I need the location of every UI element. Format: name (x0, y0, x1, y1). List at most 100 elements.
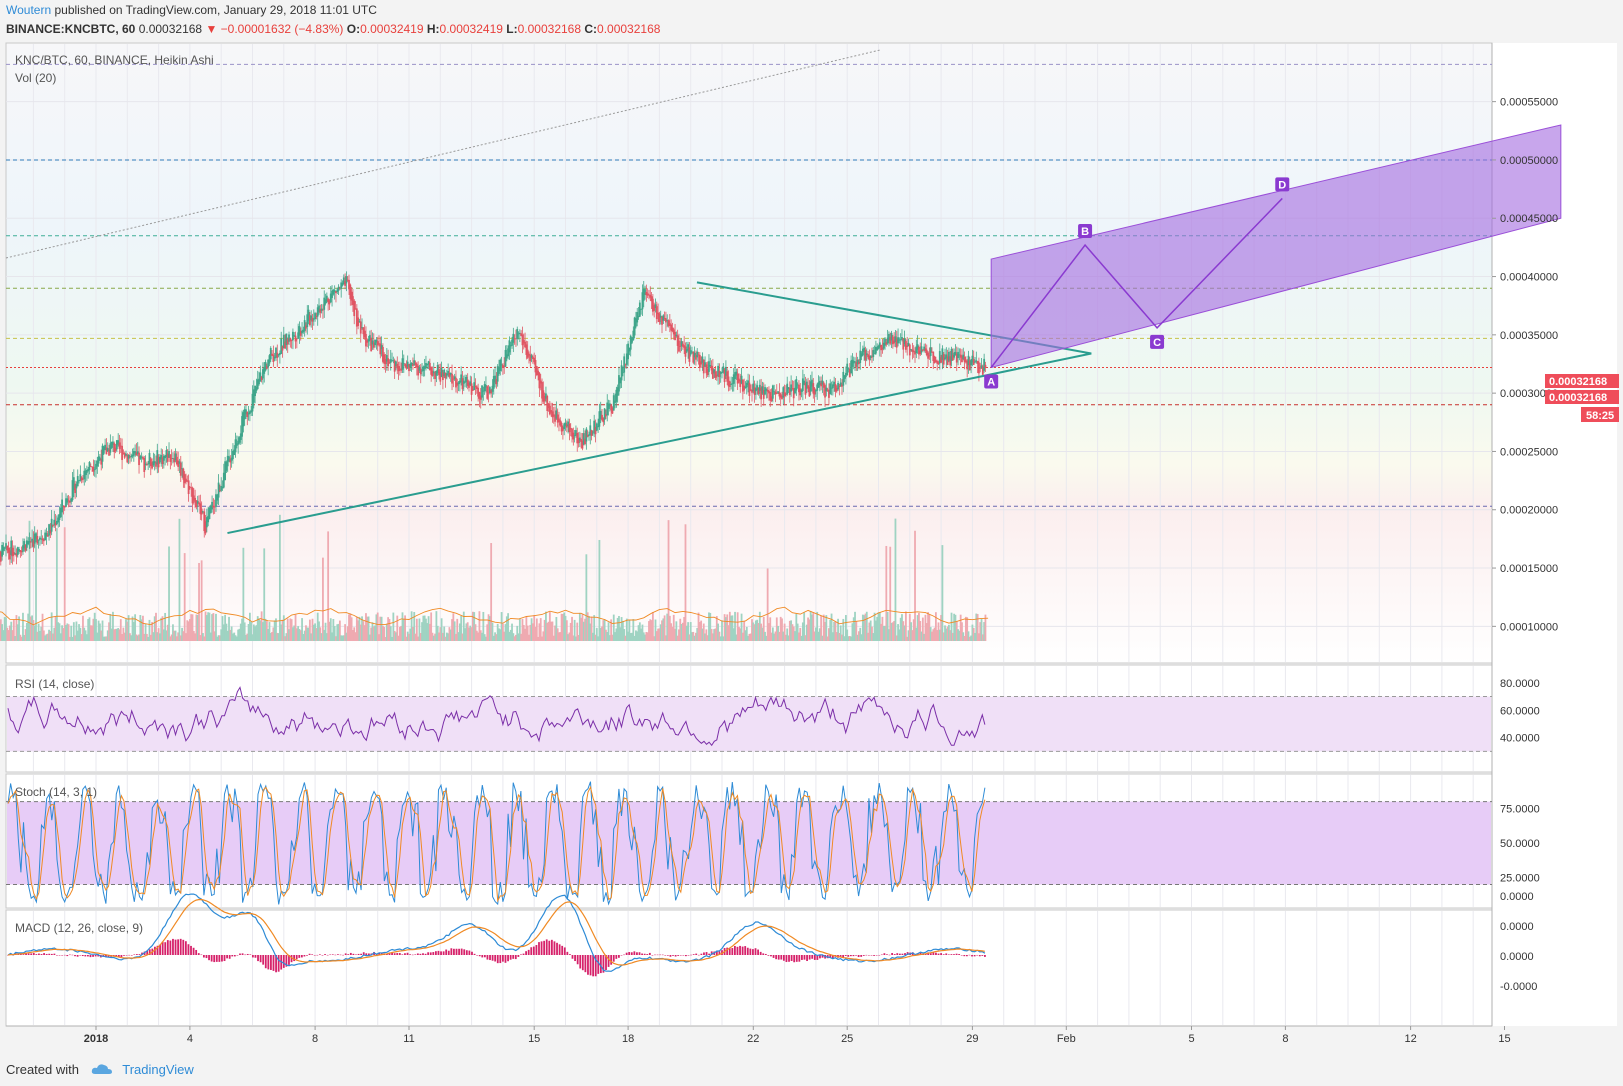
macd-histogram-bar (607, 955, 610, 967)
volume-bar (375, 614, 378, 641)
volume-bar (517, 633, 520, 641)
volume-bar (456, 618, 459, 641)
candle-body (951, 354, 954, 361)
volume-bar (525, 616, 528, 641)
macd-histogram-bar (38, 953, 40, 955)
volume-bar (365, 613, 367, 641)
candle-body (834, 384, 837, 392)
volume-bar (255, 625, 258, 641)
volume-bar (418, 618, 421, 641)
macd-histogram-bar (244, 954, 247, 956)
candle-body (507, 348, 510, 357)
volume-bar (160, 617, 163, 641)
volume-bar (731, 615, 734, 641)
volume-bar (174, 630, 177, 641)
candle-body (50, 518, 53, 532)
candle-body (24, 544, 27, 551)
candle-body (515, 338, 517, 340)
macd-histogram-bar (295, 955, 298, 960)
volume-bar (872, 633, 875, 641)
candle-body (706, 368, 709, 375)
macd-histogram-bar (950, 954, 953, 955)
candle-body (391, 360, 393, 362)
volume-bar (500, 612, 503, 641)
candle-body (308, 315, 311, 326)
volume-bar (959, 614, 962, 641)
volume-bar (533, 615, 536, 641)
volume-bar (546, 622, 549, 641)
volume-bar (367, 616, 370, 641)
candle-body (674, 331, 676, 341)
candle-body (151, 462, 153, 469)
macd-histogram-bar (888, 954, 891, 956)
candle-body (250, 410, 253, 413)
volume-bar (821, 635, 824, 641)
volume-bar (413, 611, 416, 641)
candle-body (631, 337, 633, 343)
candle-body (701, 356, 704, 363)
author-link[interactable]: Woutern (6, 3, 52, 17)
macd-histogram-bar (362, 952, 365, 955)
volume-bar (65, 624, 67, 641)
volume-bar (756, 619, 759, 641)
candle-body (189, 487, 191, 489)
volume-bar (127, 615, 130, 641)
volume-bar (393, 630, 396, 641)
candle-body (825, 387, 828, 392)
volume-bar (954, 614, 957, 641)
volume-bar (906, 636, 909, 641)
volume-bar (650, 620, 653, 641)
volume-bar (132, 622, 135, 641)
volume-bar (389, 626, 392, 641)
pattern-label: B (1081, 226, 1089, 238)
candle-body (545, 393, 547, 399)
candle-body (358, 321, 361, 323)
volume-bar (567, 634, 570, 641)
candle-body (469, 381, 472, 386)
volume-bar (795, 613, 798, 641)
tradingview-link[interactable]: TradingView (122, 1062, 194, 1077)
candle-body (854, 361, 856, 363)
macd-histogram-bar (275, 955, 277, 973)
macd-axis-label: 0.0000 (1500, 891, 1534, 903)
candle-body (306, 314, 309, 328)
volume-bar (466, 622, 469, 641)
volume-bar (97, 620, 100, 641)
volume-bar (890, 622, 893, 641)
macd-histogram-bar (762, 953, 765, 955)
volume-bar (374, 625, 376, 641)
volume-bar (320, 633, 323, 641)
candle-body (498, 368, 500, 374)
candle-body (537, 370, 540, 376)
macd-histogram-bar (223, 955, 226, 962)
candle-body (28, 540, 31, 543)
macd-histogram-bar (306, 955, 308, 956)
volume-bar (740, 613, 743, 641)
volume-bar (469, 625, 472, 641)
volume-bar (301, 618, 303, 641)
candle-body (89, 466, 92, 467)
volume-bar (298, 628, 301, 641)
volume-bar (535, 618, 538, 641)
macd-histogram-bar (87, 955, 89, 957)
candle-body (500, 364, 503, 366)
candle-body (101, 445, 104, 462)
candle-body (830, 387, 833, 389)
candle-body (6, 545, 9, 551)
macd-histogram-bar (831, 955, 834, 959)
macd-histogram-bar (460, 948, 463, 955)
macd-histogram-bar (27, 953, 30, 955)
volume-bar (271, 631, 273, 641)
macd-histogram-bar (205, 955, 208, 959)
candle-body (112, 441, 114, 445)
candle-body (427, 361, 430, 365)
volume-bar (410, 611, 413, 641)
volume-bar (847, 636, 850, 641)
rsi-title: RSI (14, close) (15, 677, 94, 691)
candle-body (518, 332, 521, 334)
candle-body (423, 366, 426, 369)
candle-body (633, 317, 636, 336)
volume-bar (178, 518, 181, 641)
candle-body (984, 364, 987, 368)
